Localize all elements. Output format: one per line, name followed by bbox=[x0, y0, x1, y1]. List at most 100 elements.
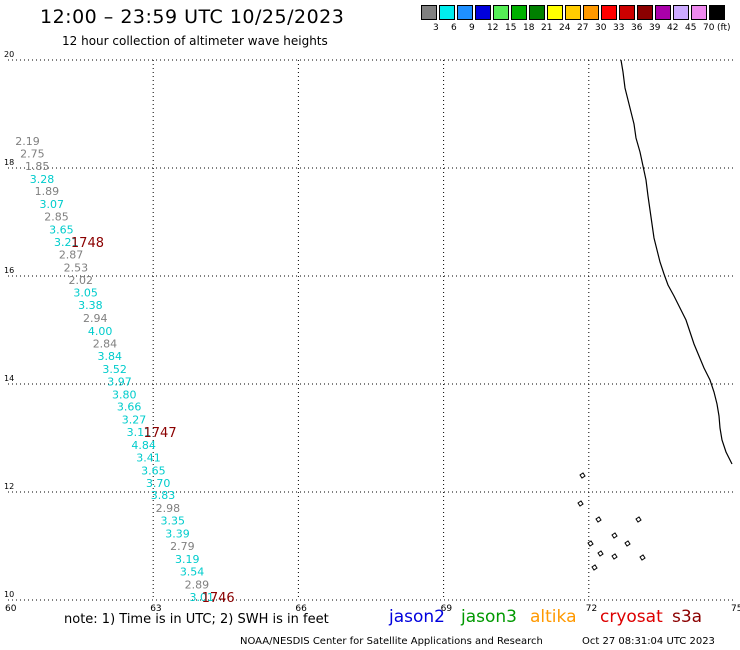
island bbox=[591, 564, 598, 571]
island bbox=[611, 553, 618, 560]
color-swatch bbox=[457, 5, 473, 20]
island bbox=[639, 554, 646, 561]
color-scale-label: 3 bbox=[433, 23, 439, 33]
satellite-legend-item: jason3 bbox=[461, 607, 517, 627]
island bbox=[577, 500, 584, 507]
island bbox=[595, 516, 602, 523]
swh-label: 3.05 bbox=[73, 287, 98, 300]
swh-label: 3.80 bbox=[112, 388, 137, 401]
color-scale-label: 9 bbox=[469, 23, 475, 33]
y-tick-label: 10 bbox=[4, 590, 14, 599]
swh-label: 2.75 bbox=[20, 147, 44, 160]
color-swatch bbox=[601, 5, 617, 20]
color-swatch bbox=[475, 5, 491, 20]
swh-label: 3.11 bbox=[127, 426, 152, 439]
swh-label: 3.41 bbox=[136, 451, 161, 464]
swh-label: 3.21 bbox=[54, 236, 78, 249]
color-swatch bbox=[637, 5, 653, 20]
island bbox=[611, 532, 618, 539]
color-swatch bbox=[421, 5, 437, 20]
swh-label: 2.79 bbox=[170, 540, 195, 553]
color-scale-label: 42 bbox=[667, 23, 679, 33]
color-scale-label: 15 bbox=[505, 23, 517, 33]
color-scale-label: 39 bbox=[649, 23, 661, 33]
color-swatch bbox=[709, 5, 725, 20]
island bbox=[624, 540, 631, 547]
swh-label: 1.89 bbox=[35, 185, 60, 198]
swh-label: 4.00 bbox=[88, 325, 113, 338]
map-subtitle: 12 hour collection of altimeter wave hei… bbox=[62, 34, 328, 48]
map-title: 12:00 – 23:59 UTC 10/25/2023 bbox=[40, 6, 345, 28]
color-swatch bbox=[493, 5, 509, 20]
x-tick-label: 69 bbox=[441, 604, 453, 614]
color-swatch bbox=[511, 5, 527, 20]
swh-label: 3.01 bbox=[190, 591, 215, 604]
y-tick-label: 14 bbox=[4, 374, 14, 383]
time-label: 1746 bbox=[202, 591, 235, 606]
swh-label: 2.94 bbox=[83, 312, 108, 325]
swh-label: 3.97 bbox=[107, 375, 132, 388]
swh-label: 2.19 bbox=[15, 135, 40, 148]
coastline bbox=[620, 59, 733, 465]
x-tick-label: 63 bbox=[150, 604, 161, 614]
swh-label: 3.35 bbox=[160, 515, 185, 528]
swh-label: 3.66 bbox=[117, 401, 141, 414]
x-tick-label: 66 bbox=[295, 604, 307, 614]
color-swatch bbox=[619, 5, 635, 20]
y-tick-label: 16 bbox=[4, 266, 14, 275]
swh-label: 3.28 bbox=[30, 173, 54, 186]
color-swatch bbox=[529, 5, 545, 20]
color-swatch bbox=[439, 5, 455, 20]
swh-label: 2.87 bbox=[59, 248, 84, 261]
swh-label: 2.84 bbox=[93, 338, 118, 351]
swh-label: 1.85 bbox=[25, 160, 50, 173]
swh-label: 3.84 bbox=[98, 350, 123, 363]
color-scale-label: 45 bbox=[685, 23, 697, 33]
swh-label: 3.19 bbox=[175, 553, 200, 566]
swh-label: 3.70 bbox=[146, 477, 171, 490]
island bbox=[587, 540, 594, 547]
island bbox=[597, 550, 604, 557]
swh-label: 2.85 bbox=[44, 211, 69, 224]
satellite-legend-item: altika bbox=[530, 607, 577, 627]
y-tick-label: 20 bbox=[4, 50, 14, 59]
color-scale-label: 12 bbox=[487, 23, 499, 33]
color-scale-label: 27 bbox=[577, 23, 589, 33]
color-swatch bbox=[691, 5, 707, 20]
island bbox=[635, 516, 642, 523]
swh-label: 3.39 bbox=[165, 528, 190, 541]
x-tick-label: 60 bbox=[5, 604, 17, 614]
satellite-legend-item: cryosat bbox=[600, 607, 663, 627]
satellite-legend-item: jason2 bbox=[389, 607, 445, 627]
color-swatch bbox=[673, 5, 689, 20]
color-scale-label: 36 bbox=[631, 23, 643, 33]
color-swatch bbox=[583, 5, 599, 20]
color-swatch bbox=[547, 5, 563, 20]
swh-label: 3.52 bbox=[102, 363, 127, 376]
generated-timestamp: Oct 27 08:31:04 UTC 2023 bbox=[582, 636, 715, 647]
color-scale-label: 33 bbox=[613, 23, 625, 33]
swh-label: 2.98 bbox=[156, 502, 181, 515]
time-label: 1748 bbox=[71, 236, 104, 251]
swh-label: 3.83 bbox=[151, 489, 176, 502]
swh-label: 3.38 bbox=[78, 299, 103, 312]
time-label: 1747 bbox=[144, 426, 177, 441]
swh-label: 3.27 bbox=[122, 414, 146, 427]
color-scale-unit: (ft) bbox=[717, 23, 731, 33]
swh-label: 3.54 bbox=[180, 565, 205, 578]
swh-label: 2.89 bbox=[185, 578, 210, 591]
color-scale-label: 24 bbox=[559, 23, 571, 33]
island bbox=[579, 472, 586, 479]
footnote: note: 1) Time is in UTC; 2) SWH is in fe… bbox=[64, 612, 329, 627]
color-scale-label: 21 bbox=[541, 23, 553, 33]
swh-label: 3.07 bbox=[39, 198, 64, 211]
swh-label: 3.65 bbox=[141, 464, 166, 477]
swh-label: 2.02 bbox=[69, 274, 94, 287]
swh-label: 2.53 bbox=[64, 261, 89, 274]
credit-text: NOAA/NESDIS Center for Satellite Applica… bbox=[240, 636, 543, 647]
satellite-legend-item: s3a bbox=[672, 607, 703, 627]
color-scale-label: 30 bbox=[595, 23, 607, 33]
y-tick-label: 12 bbox=[4, 482, 14, 491]
x-tick-label: 75 bbox=[731, 604, 740, 614]
